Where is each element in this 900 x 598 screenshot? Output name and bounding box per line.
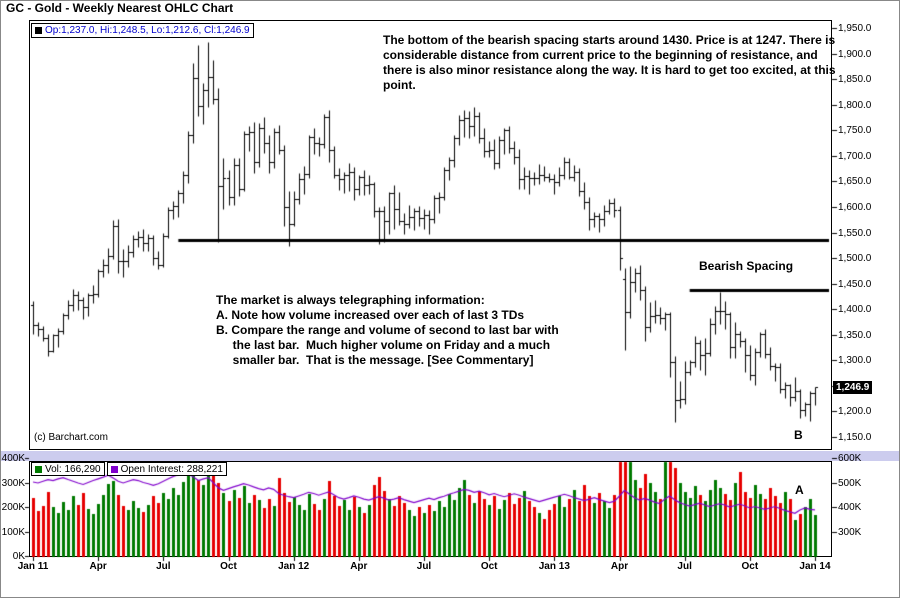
price-axis-label: 1,200.0 [838, 406, 872, 418]
x-axis-label: Jul [416, 561, 432, 572]
x-axis-label: Oct [480, 561, 498, 572]
x-axis-label: Oct [220, 561, 237, 572]
price-axis-label: 1,800.0 [838, 99, 872, 111]
volume-legend-text: Vol: 166,290 [45, 463, 101, 475]
oi-axis-label: 300K [838, 526, 862, 538]
open-interest-legend-chip: Open Interest: 288,221 [106, 462, 227, 476]
ohlc-legend: Op:1,237.0, Hi:1,248.5, Lo:1,212.6, Cl:1… [31, 23, 254, 38]
x-axis-label: Jan 11 [17, 561, 49, 572]
annotation-top-text: The bottom of the bearish spacing starts… [383, 33, 836, 92]
annotation-letter-b: B [794, 428, 803, 442]
open-interest-legend-text: Open Interest: 288,221 [120, 463, 223, 475]
volume-axis-label: 200K [1, 502, 25, 513]
annotation-mid-text: The market is always telegraphing inform… [216, 293, 559, 367]
price-axis-label: 1,550.0 [838, 227, 872, 239]
bearish-spacing-label: Bearish Spacing [699, 259, 794, 273]
oi-axis-label: 600K [838, 453, 862, 464]
volume-legend-swatch-icon [35, 465, 42, 473]
price-axis-label: 1,650.0 [838, 176, 872, 188]
volume-legend-chip: Vol: 166,290 [31, 462, 105, 476]
volume-axis-label: 100K [1, 526, 25, 538]
price-axis-label: 1,350.0 [838, 329, 872, 341]
price-axis-label: 1,150.0 [838, 432, 872, 443]
oi-axis-label: 500K [838, 477, 862, 489]
price-axis-label: 1,600.0 [838, 201, 872, 213]
x-axis-label: Jan 13 [538, 561, 570, 572]
last-price-tag: 1,246.9 [833, 381, 873, 394]
volume-legend-row: Vol: 166,290 Open Interest: 288,221 [31, 462, 227, 476]
volume-axis-label: 400K [1, 453, 25, 464]
x-axis-label: Apr [350, 561, 368, 572]
x-axis-label: Jan 12 [278, 561, 310, 572]
copyright-text: (c) Barchart.com [34, 432, 108, 443]
price-axis-label: 1,450.0 [838, 278, 872, 290]
price-axis-label: 1,500.0 [838, 253, 872, 265]
x-axis-label: Jul [677, 561, 692, 572]
x-axis-label: Apr [89, 561, 107, 572]
open-interest-legend-swatch-icon [110, 465, 118, 473]
price-axis-label: 1,300.0 [838, 355, 872, 367]
oi-axis-label: 400K [838, 502, 862, 513]
ohlc-legend-marker-icon [35, 27, 42, 34]
x-axis-label: Oct [741, 561, 759, 572]
annotation-letter-a: A [795, 483, 804, 497]
x-axis-label: Jan 14 [799, 561, 831, 572]
page-title: GC - Gold - Weekly Nearest OHLC Chart [6, 1, 234, 15]
price-axis-label: 1,700.0 [838, 150, 872, 162]
panel-divider-strip [0, 451, 900, 461]
price-axis-label: 1,750.0 [838, 125, 872, 137]
volume-axis-label: 300K [1, 477, 25, 489]
x-axis-label: Jul [156, 561, 171, 572]
x-axis-label: Apr [610, 561, 629, 572]
ohlc-legend-text: Op:1,237.0, Hi:1,248.5, Lo:1,212.6, Cl:1… [45, 25, 250, 36]
price-axis-label: 1,400.0 [838, 304, 872, 316]
